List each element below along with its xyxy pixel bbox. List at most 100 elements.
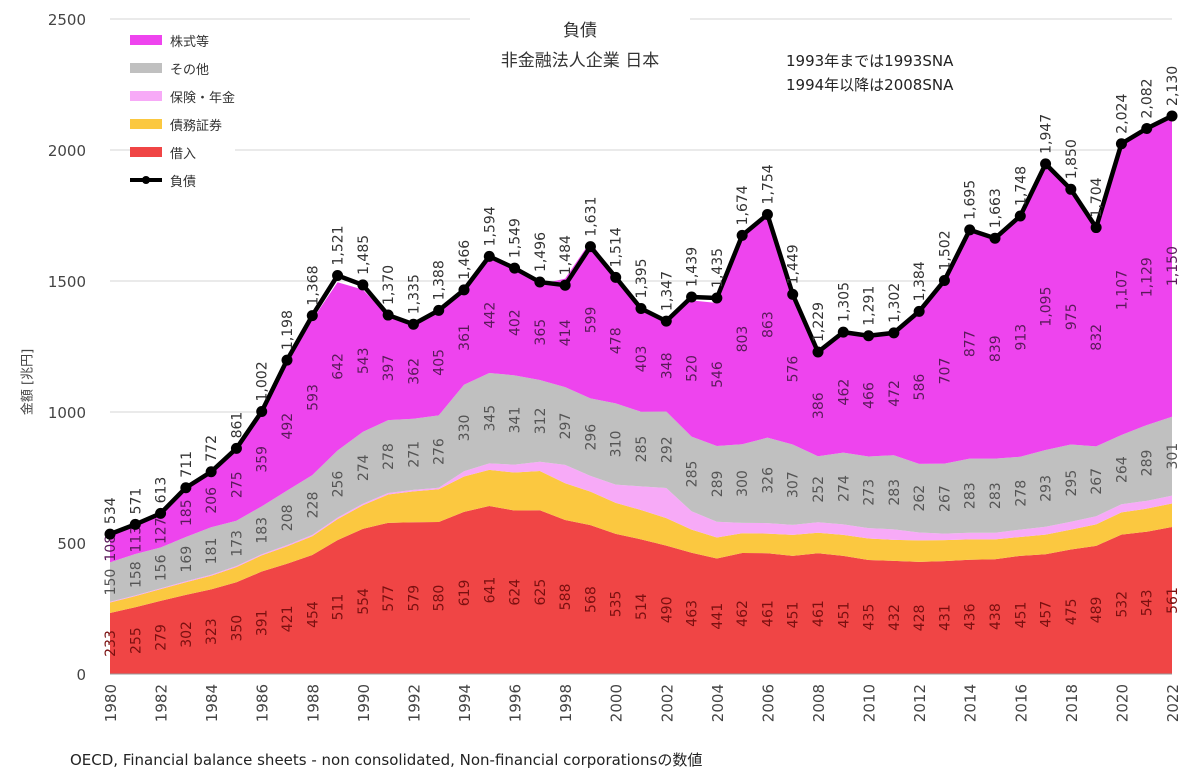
data-label-株式等: 975 — [1064, 303, 1080, 330]
total-point — [534, 276, 546, 288]
total-label: 1,305 — [836, 282, 852, 322]
total-label: 1,521 — [331, 225, 347, 265]
data-label-借入: 451 — [836, 602, 852, 629]
data-label-株式等: 593 — [305, 384, 321, 411]
data-label-借入: 514 — [634, 593, 650, 620]
total-label: 2,130 — [1165, 66, 1181, 106]
data-label-その他: 267 — [937, 485, 953, 512]
data-label-その他: 208 — [280, 504, 296, 531]
total-label: 1,229 — [811, 302, 827, 342]
total-label: 571 — [128, 488, 144, 515]
total-label: 1,435 — [710, 248, 726, 288]
total-label: 1,395 — [634, 258, 650, 298]
data-label-株式等: 206 — [204, 487, 220, 514]
data-label-株式等: 520 — [685, 355, 701, 382]
total-label: 1,594 — [482, 206, 498, 246]
x-tick-label: 2010 — [861, 684, 879, 722]
data-label-その他: 156 — [154, 554, 170, 581]
legend-item-debt-securities: 債務証券 — [130, 110, 235, 138]
data-label-株式等: 839 — [988, 335, 1004, 362]
data-label-その他: 267 — [1089, 468, 1105, 495]
data-label-借入: 588 — [558, 584, 574, 611]
data-label-株式等: 442 — [482, 302, 498, 329]
data-label-株式等: 586 — [912, 374, 928, 401]
data-label-株式等: 403 — [634, 346, 650, 373]
chart-subtitle: 非金融法人企業 日本 — [470, 46, 690, 71]
x-tick-label: 1982 — [153, 684, 171, 722]
data-label-株式等: 492 — [280, 413, 296, 440]
total-point — [281, 354, 293, 366]
data-label-借入: 451 — [1013, 602, 1029, 629]
data-label-借入: 436 — [963, 603, 979, 630]
chart-legend: 株式等 その他 保険・年金 債務証券 借入 負債 — [130, 26, 236, 194]
total-point — [205, 466, 217, 478]
data-label-借入: 350 — [229, 615, 245, 642]
data-label-株式等: 386 — [811, 392, 827, 419]
x-tick-label: 1994 — [456, 684, 474, 722]
data-label-その他: 285 — [634, 436, 650, 463]
data-label-借入: 625 — [533, 579, 549, 606]
total-label: 1,695 — [963, 180, 979, 220]
data-label-借入: 451 — [786, 602, 802, 629]
total-point — [433, 304, 445, 316]
data-label-その他: 158 — [128, 561, 144, 588]
total-point — [1065, 183, 1077, 195]
total-label: 1,663 — [988, 188, 1004, 228]
data-label-借入: 421 — [280, 605, 296, 632]
data-label-借入: 391 — [255, 609, 271, 636]
x-tick-label: 1984 — [203, 684, 221, 722]
data-label-その他: 296 — [583, 424, 599, 451]
total-point — [686, 291, 698, 303]
data-label-その他: 273 — [862, 479, 878, 506]
data-label-借入: 579 — [406, 585, 422, 612]
total-label: 1,748 — [1013, 166, 1029, 206]
total-point — [407, 318, 419, 330]
data-label-その他: 289 — [1140, 450, 1156, 477]
data-label-株式等: 113 — [128, 526, 144, 553]
data-label-株式等: 1,129 — [1140, 257, 1156, 297]
y-tick-label: 1000 — [48, 404, 86, 422]
total-label: 1,198 — [280, 310, 296, 350]
total-label: 2,082 — [1140, 78, 1156, 118]
total-label: 1,302 — [887, 283, 903, 323]
data-label-借入: 435 — [862, 604, 878, 631]
data-label-株式等: 599 — [583, 307, 599, 334]
total-label: 1,449 — [786, 244, 802, 284]
total-point — [306, 310, 318, 322]
total-label: 1,335 — [406, 274, 422, 314]
legend-label: 負債 — [170, 174, 197, 190]
total-point — [382, 309, 394, 321]
legend-label: 債務証券 — [170, 118, 223, 134]
data-label-借入: 543 — [1140, 589, 1156, 616]
data-label-株式等: 803 — [735, 326, 751, 353]
data-label-株式等: 359 — [255, 446, 271, 473]
area-その他 — [110, 372, 1172, 602]
source-note: OECD, Financial balance sheets - non con… — [70, 751, 703, 769]
data-label-その他: 173 — [229, 530, 245, 557]
data-label-その他: 326 — [760, 467, 776, 494]
total-point — [635, 303, 647, 315]
data-label-借入: 233 — [103, 630, 119, 657]
data-label-株式等: 1,107 — [1114, 270, 1130, 310]
legend-line-total-liabilities — [130, 175, 162, 185]
data-label-株式等: 832 — [1089, 324, 1105, 351]
total-point — [761, 208, 773, 220]
x-tick-label: 1998 — [557, 684, 575, 722]
legend-swatch-insurance — [130, 91, 162, 101]
data-label-その他: 341 — [508, 407, 524, 434]
data-label-その他: 293 — [1039, 475, 1055, 502]
total-point — [660, 315, 672, 327]
data-label-株式等: 275 — [229, 471, 245, 498]
data-label-その他: 283 — [887, 479, 903, 506]
data-label-その他: 181 — [204, 538, 220, 565]
legend-item-loans: 借入 — [130, 138, 235, 166]
total-label: 1,631 — [583, 197, 599, 237]
chart-title: 負債 — [470, 16, 690, 41]
data-label-借入: 489 — [1089, 597, 1105, 624]
data-label-株式等: 365 — [533, 319, 549, 346]
data-label-その他: 274 — [836, 475, 852, 502]
data-label-借入: 454 — [305, 601, 321, 628]
x-tick-label: 1980 — [102, 684, 120, 722]
y-tick-label: 1500 — [48, 273, 86, 291]
data-label-その他: 310 — [609, 431, 625, 458]
